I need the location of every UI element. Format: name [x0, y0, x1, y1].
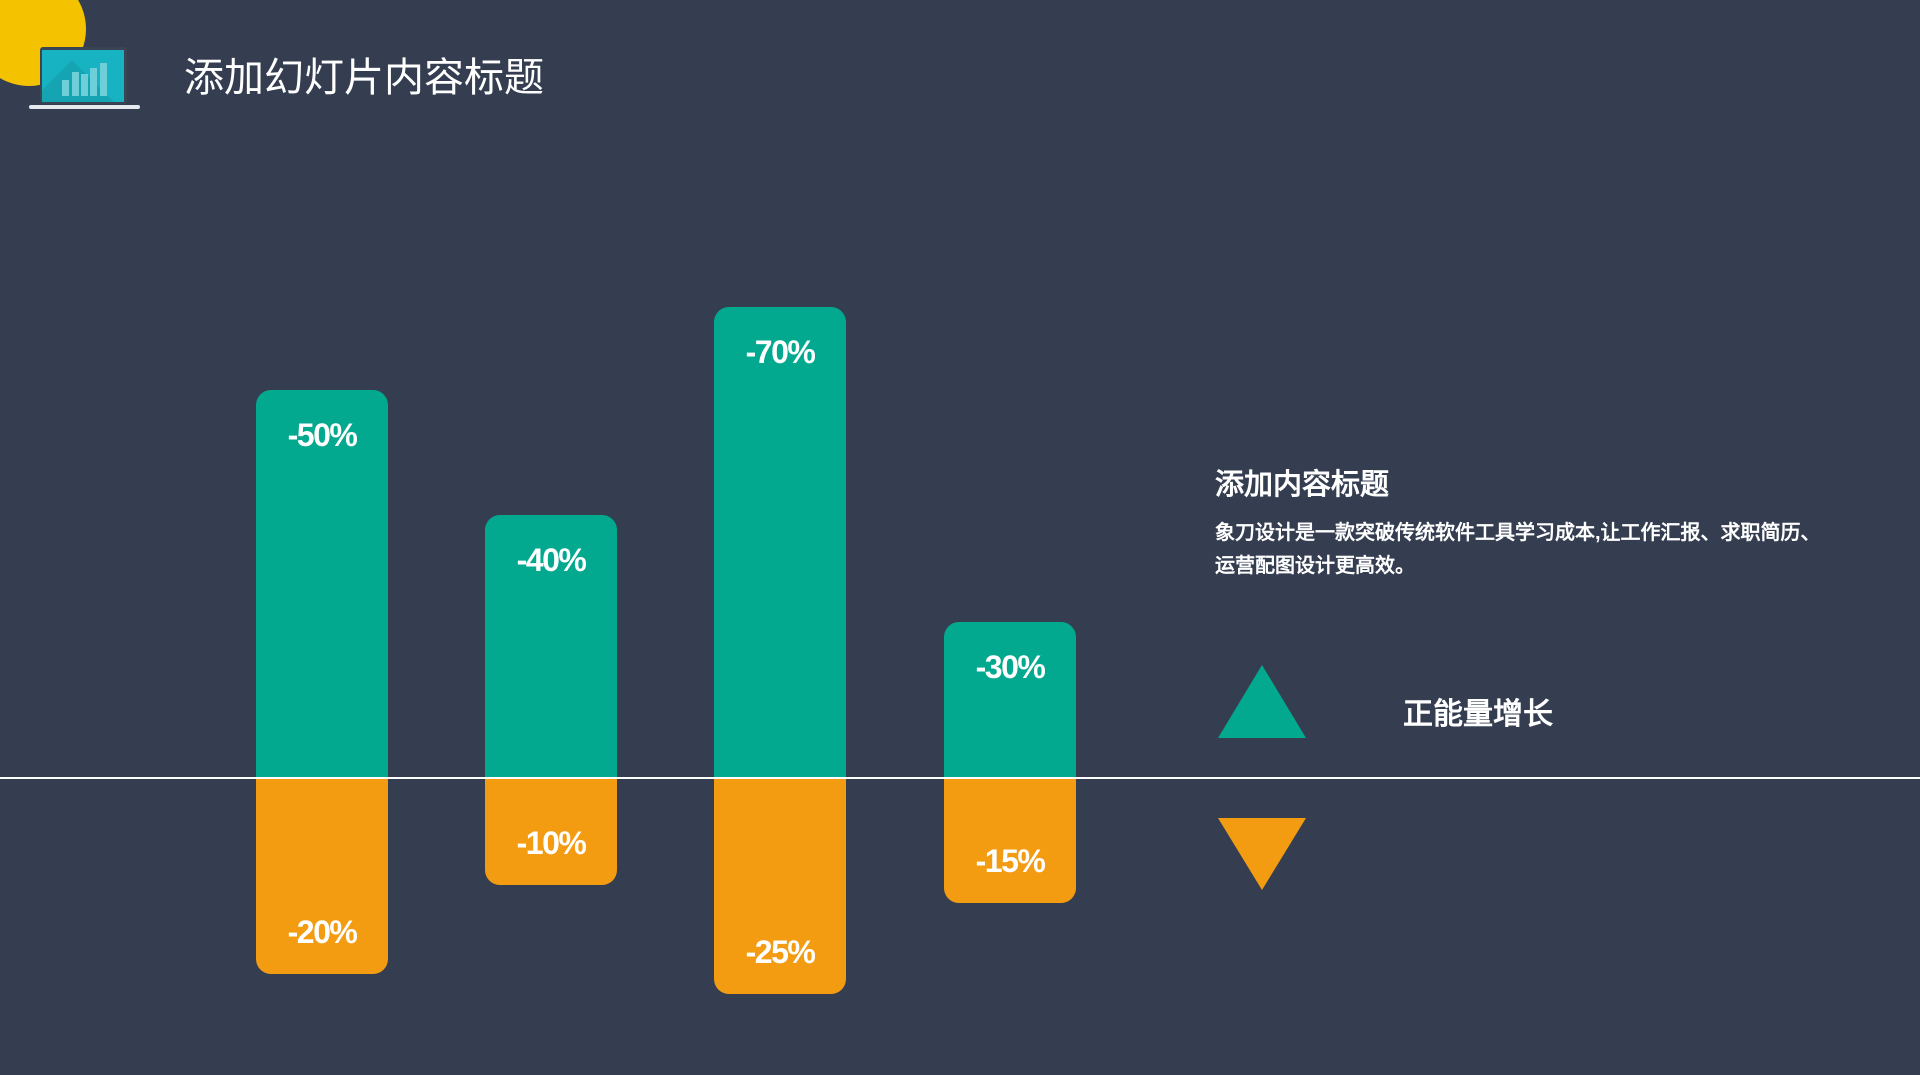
chart-baseline — [0, 777, 1920, 779]
bar-value-label: -25% — [745, 934, 816, 970]
bar-positive-3: -70% — [714, 307, 846, 778]
slide-title: 添加幻灯片内容标题 — [184, 56, 544, 100]
icon-bar — [100, 63, 107, 96]
bar-value-label: -30% — [975, 649, 1046, 685]
bar-positive-1: -50% — [256, 390, 388, 778]
icon-bar — [62, 80, 69, 96]
bar-value-label: -10% — [516, 825, 587, 861]
laptop-screen — [42, 50, 124, 102]
bar-negative-4: -15% — [944, 778, 1076, 903]
icon-bar — [72, 72, 79, 96]
bar-negative-1: -20% — [256, 778, 388, 974]
bar-value-label: -50% — [287, 417, 358, 453]
laptop-chart-icon — [29, 46, 140, 110]
bar-negative-2: -10% — [485, 778, 617, 885]
bar-value-label: -40% — [516, 542, 587, 578]
triangle-up-icon — [1218, 665, 1306, 738]
bar-value-label: -20% — [287, 914, 358, 950]
info-heading: 添加内容标题 — [1215, 469, 1390, 501]
triangle-down-icon — [1218, 818, 1306, 890]
icon-bar — [90, 68, 97, 96]
info-body-text: 象刀设计是一款突破传统软件工具学习成本,让工作汇报、求职简历、运营配图设计更高效… — [1215, 522, 1821, 577]
bar-positive-4: -30% — [944, 622, 1076, 778]
legend-label-positive: 正能量增长 — [1403, 698, 1553, 731]
bar-negative-3: -25% — [714, 778, 846, 994]
bar-value-label: -15% — [975, 843, 1046, 879]
icon-bar — [81, 74, 88, 96]
bar-value-label: -70% — [745, 334, 816, 370]
bar-positive-2: -40% — [485, 515, 617, 778]
laptop-base — [29, 105, 140, 109]
